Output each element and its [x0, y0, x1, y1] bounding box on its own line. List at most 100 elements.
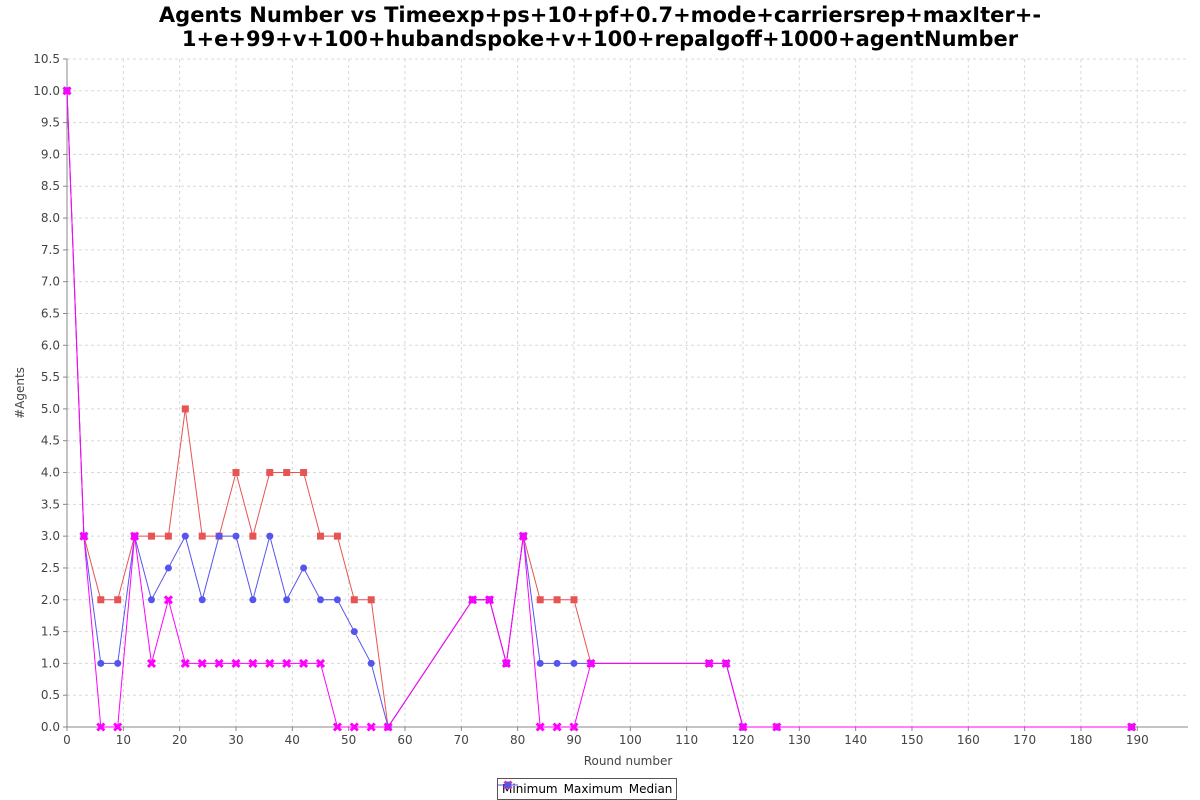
y-tick-label: 3.0: [41, 529, 60, 543]
x-tick-label: 40: [285, 733, 300, 747]
data-point-median: [316, 596, 324, 604]
data-point-maximum: [350, 596, 358, 604]
y-tick-label: 3.5: [41, 497, 60, 511]
data-point-minimum: [721, 658, 731, 668]
data-point-minimum: [738, 722, 748, 732]
data-point-minimum: [214, 658, 224, 668]
data-point-maximum: [367, 596, 375, 604]
data-point-minimum: [332, 722, 342, 732]
x-tick-label: 30: [228, 733, 243, 747]
y-tick-label: 5.5: [41, 370, 60, 384]
y-tick-label: 7.0: [41, 275, 60, 289]
y-tick-label: 8.5: [41, 179, 60, 193]
data-point-median: [181, 532, 189, 540]
data-point-minimum: [248, 658, 258, 668]
data-point-maximum: [114, 596, 122, 604]
y-tick-label: 0.0: [41, 720, 60, 734]
data-point-minimum: [130, 531, 140, 541]
data-point-minimum: [586, 658, 596, 668]
data-point-minimum: [265, 658, 275, 668]
data-point-median: [570, 659, 578, 667]
legend-label-median: Median: [628, 782, 673, 796]
data-point-median: [350, 628, 358, 636]
data-point-minimum: [552, 722, 562, 732]
data-point-median: [536, 659, 544, 667]
y-tick-label: 4.5: [41, 434, 60, 448]
x-tick-label: 190: [1126, 733, 1149, 747]
y-tick-label: 5.0: [41, 402, 60, 416]
data-point-maximum: [300, 469, 308, 477]
data-point-minimum: [484, 595, 495, 605]
data-point-minimum: [1127, 722, 1137, 732]
x-tick-label: 80: [510, 733, 525, 747]
x-tick-label: 70: [454, 733, 469, 747]
data-point-median: [198, 596, 206, 604]
legend-swatch-median: [498, 781, 518, 789]
data-point-maximum: [249, 532, 257, 540]
data-point-minimum: [146, 658, 157, 668]
data-point-median: [97, 659, 105, 667]
data-point-median: [333, 596, 341, 604]
data-point-maximum: [333, 532, 341, 540]
data-point-minimum: [231, 658, 241, 668]
data-point-minimum: [468, 595, 478, 605]
data-point-maximum: [97, 596, 105, 604]
x-tick-label: 20: [172, 733, 187, 747]
y-tick-label: 7.5: [41, 243, 60, 257]
x-tick-label: 60: [397, 733, 412, 747]
legend-item-maximum: Maximum: [498, 781, 623, 796]
x-tick-label: 90: [566, 733, 581, 747]
data-point-minimum: [518, 531, 528, 541]
data-point-maximum: [266, 469, 274, 477]
data-point-median: [232, 532, 240, 540]
y-tick-label: 9.0: [41, 147, 60, 161]
data-point-minimum: [501, 658, 511, 668]
y-tick-label: 6.0: [41, 338, 60, 352]
y-tick-label: 8.0: [41, 211, 60, 225]
data-point-median: [164, 564, 172, 572]
y-axis-label: #Agents: [13, 367, 27, 419]
y-tick-label: 9.5: [41, 116, 60, 130]
x-tick-label: 0: [63, 733, 71, 747]
data-point-median: [553, 659, 561, 667]
data-point-maximum: [283, 469, 291, 477]
plot-area: [67, 59, 1188, 727]
x-tick-label: 150: [901, 733, 924, 747]
data-point-median: [215, 532, 223, 540]
data-point-minimum: [569, 722, 579, 732]
data-point-minimum: [197, 658, 207, 668]
x-tick-label: 110: [675, 733, 698, 747]
x-tick-label: 130: [788, 733, 811, 747]
data-point-minimum: [282, 658, 292, 668]
data-point-maximum: [147, 532, 155, 540]
data-point-minimum: [163, 595, 173, 605]
y-tick-label: 1.0: [41, 656, 60, 670]
data-point-maximum: [553, 596, 561, 604]
data-point-maximum: [570, 596, 578, 604]
data-point-minimum: [349, 722, 359, 732]
chart-title-line-2: 1+e+99+v+100+hubandspoke+v+100+repalgoff…: [181, 27, 1019, 51]
data-point-median: [283, 596, 291, 604]
y-tick-label: 10.0: [33, 84, 60, 98]
x-tick-label: 10: [116, 733, 131, 747]
data-point-minimum: [772, 722, 782, 732]
y-tick-label: 2.0: [41, 593, 60, 607]
chart-legend: Minimum Maximum Median: [497, 778, 678, 800]
data-point-minimum: [315, 658, 326, 668]
y-tick-label: 10.5: [33, 52, 60, 66]
series-minimum: [62, 86, 1137, 732]
data-point-median: [114, 659, 122, 667]
y-tick-label: 0.5: [41, 688, 60, 702]
data-point-maximum: [164, 532, 172, 540]
x-tick-label: 180: [1070, 733, 1093, 747]
data-point-minimum: [96, 722, 106, 732]
data-point-minimum: [704, 658, 714, 668]
y-tick-label: 6.5: [41, 306, 60, 320]
data-point-maximum: [181, 405, 189, 413]
data-point-minimum: [535, 722, 545, 732]
data-point-median: [266, 532, 274, 540]
data-point-maximum: [232, 469, 240, 477]
x-tick-label: 120: [732, 733, 755, 747]
data-point-median: [300, 564, 308, 572]
